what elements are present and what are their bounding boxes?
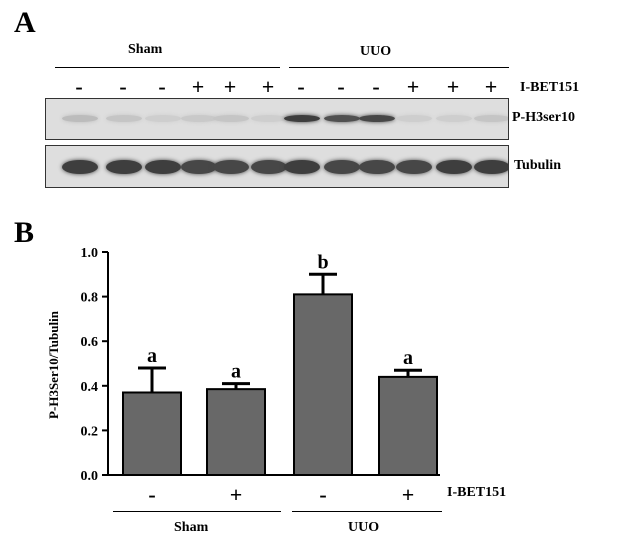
y-tick-label: 0.6 [81,335,99,350]
blot-band [213,160,249,174]
significance-letter: a [231,361,241,383]
blot-band [324,160,360,174]
bar [378,375,438,477]
treatment-sign: - [75,74,83,99]
group-line-b-sham [113,511,281,512]
blot-band [62,115,98,122]
blot-band [181,115,217,122]
blot-band [251,115,287,122]
blot-band [213,115,249,122]
blot-band [396,115,432,122]
blot-band [436,160,472,174]
blot-band [181,160,217,174]
blot-band [474,115,508,122]
blot-label-p-h3ser10: P-H3ser10 [512,110,575,125]
treatment-sign: - [297,74,305,99]
y-tick-label: 0.8 [81,291,99,306]
y-tick-label: 0.4 [81,380,99,395]
blot-label-tubulin: Tubulin [514,158,561,173]
blot-band [106,160,142,174]
blot-band [359,115,395,122]
group-line-b-uuo [292,511,442,512]
x-tick-label: + [402,482,415,507]
bar [122,391,182,476]
blot-band [474,160,508,174]
treatment-sign: + [261,74,275,99]
blot-band [284,160,320,174]
blot-band [436,115,472,122]
blot-tubulin [45,145,509,188]
significance-letter: a [147,345,157,367]
treatment-sign: + [446,74,460,99]
treatment-sign: + [191,74,205,99]
x-tick-label: + [230,482,243,507]
treatment-sign: + [484,74,498,99]
treatment-sign: - [158,74,166,99]
treatment-sign: + [223,74,237,99]
x-tick-label: - [148,482,155,507]
group-line-sham [55,67,280,68]
significance-letter: a [403,347,413,369]
treatment-sign: + [406,74,420,99]
treatment-label-a: I-BET151 [520,80,580,95]
y-tick-label: 1.0 [81,246,99,261]
blot-p-h3ser10 [45,98,509,140]
treatment-sign: - [372,74,380,99]
treatment-sign: - [337,74,345,99]
y-tick-label: 0.0 [81,469,99,484]
treatment-sign: - [119,74,127,99]
blot-band [62,160,98,174]
bar [293,293,353,476]
group-label-b-uuo: UUO [348,520,380,535]
group-label-sham: Sham [128,42,163,57]
group-label-uuo: UUO [360,44,392,59]
treatment-label-b: I-BET151 [447,485,507,500]
chart-marks: 0.0 0.2 0.4 0.6 0.8 1.0 a - a + b - a + [81,246,440,507]
group-label-b-sham: Sham [174,520,209,535]
panel-a-letter: A [14,6,36,39]
blot-band [359,160,395,174]
blot-band [396,160,432,174]
group-line-uuo [289,67,509,68]
blot-band [324,115,360,122]
blot-band [145,160,181,174]
blot-band [145,115,181,122]
significance-letter: b [317,251,328,273]
blot-band [284,115,320,122]
bar [206,388,266,476]
blot-band [106,115,142,122]
x-tick-label: - [319,482,326,507]
y-axis-label: P-H3Ser10/Tubulin [46,310,61,419]
panel-b-letter: B [14,216,35,249]
y-tick-label: 0.2 [81,424,99,439]
blot-band [251,160,287,174]
